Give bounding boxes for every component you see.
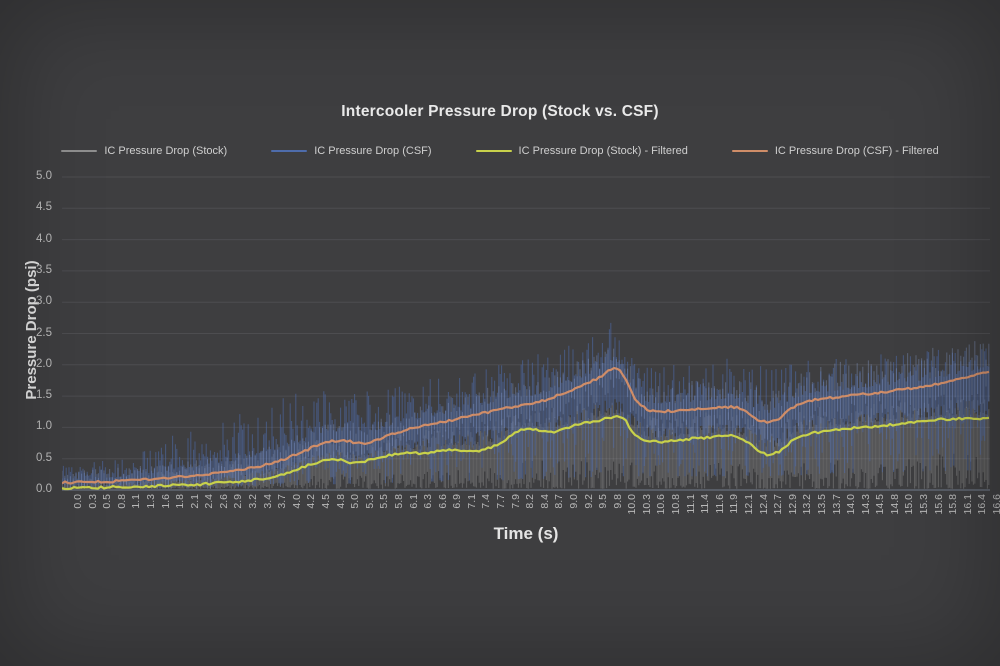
x-tick-label: 4.0 bbox=[290, 494, 303, 509]
x-tick-label: 5.8 bbox=[392, 494, 405, 509]
chart-legend: IC Pressure Drop (Stock) IC Pressure Dro… bbox=[0, 142, 1000, 160]
x-tick-label: 15.8 bbox=[947, 494, 960, 515]
y-tick-label: 0.5 bbox=[36, 451, 52, 464]
legend-line-stock-filtered-icon bbox=[475, 149, 512, 153]
x-tick-label: 16.6 bbox=[990, 494, 1000, 515]
x-tick-label: 2.1 bbox=[188, 494, 201, 509]
x-tick-label: 15.0 bbox=[903, 494, 916, 515]
x-tick-label: 13.2 bbox=[801, 494, 814, 515]
y-tick-label: 1.0 bbox=[36, 420, 52, 433]
x-tick-label: 7.1 bbox=[465, 494, 478, 509]
x-tick-label: 11.1 bbox=[684, 494, 697, 514]
x-tick-label: 3.4 bbox=[261, 494, 274, 509]
x-tick-label: 5.3 bbox=[363, 494, 376, 509]
legend-line-stock-icon bbox=[61, 149, 98, 153]
legend-line-csf-filtered-icon bbox=[731, 149, 768, 153]
series-csf-filtered-line bbox=[61, 367, 990, 485]
x-tick-label: 7.4 bbox=[480, 494, 493, 509]
x-tick-label: 16.1 bbox=[961, 494, 974, 515]
x-tick-label: 10.0 bbox=[626, 494, 639, 515]
y-tick-label: 4.5 bbox=[36, 201, 52, 214]
y-tick-label: 5.0 bbox=[36, 170, 52, 182]
x-tick-label: 13.7 bbox=[830, 494, 843, 515]
legend-item-csf-filtered: IC Pressure Drop (CSF) - Filtered bbox=[731, 145, 939, 157]
x-axis-title: Time (s) bbox=[493, 524, 559, 543]
x-tick-label: 0.0 bbox=[72, 494, 84, 509]
x-tick-label: 4.5 bbox=[319, 494, 332, 509]
x-tick-label: 14.5 bbox=[874, 494, 887, 515]
x-tick-label: 4.8 bbox=[334, 494, 347, 509]
x-tick-label: 7.9 bbox=[509, 494, 522, 509]
x-tick-label: 11.4 bbox=[699, 494, 712, 514]
legend-label-stock-filtered: IC Pressure Drop (Stock) - Filtered bbox=[518, 145, 688, 157]
legend-item-stock: IC Pressure Drop (Stock) bbox=[61, 145, 227, 157]
x-tick-label: 10.8 bbox=[670, 494, 683, 515]
x-tick-label: 11.9 bbox=[728, 494, 741, 514]
chart-title: Intercooler Pressure Drop (Stock vs. CSF… bbox=[341, 103, 659, 120]
plot-area bbox=[61, 170, 990, 491]
x-tick-label: 10.6 bbox=[655, 494, 668, 515]
x-tick-label: 12.4 bbox=[757, 494, 770, 515]
legend-line-csf-icon bbox=[271, 149, 308, 153]
x-tick-label: 12.9 bbox=[786, 494, 799, 515]
y-tick-label: 4.0 bbox=[36, 232, 52, 245]
x-tick-label: 16.4 bbox=[976, 494, 989, 515]
x-tick-label: 6.1 bbox=[407, 494, 420, 509]
plot-canvas bbox=[61, 176, 990, 491]
y-tick-label: 2.5 bbox=[36, 326, 52, 339]
x-tick-label: 14.8 bbox=[888, 494, 901, 515]
x-tick-label: 9.5 bbox=[597, 494, 610, 509]
x-tick-label: 13.5 bbox=[815, 494, 828, 515]
x-tick-label: 3.7 bbox=[276, 494, 289, 509]
x-tick-label: 7.7 bbox=[495, 494, 508, 509]
series-stock-filtered-line bbox=[61, 415, 990, 491]
x-tick-label: 5.5 bbox=[378, 494, 391, 509]
x-tick-label: 1.3 bbox=[144, 494, 157, 509]
legend-label-stock: IC Pressure Drop (Stock) bbox=[104, 145, 228, 157]
x-tick-label: 1.6 bbox=[159, 494, 172, 509]
x-tick-label: 12.7 bbox=[772, 494, 785, 515]
x-tick-label: 0.8 bbox=[115, 494, 128, 509]
x-tick-label: 3.2 bbox=[247, 494, 260, 509]
y-tick-label: 3.0 bbox=[36, 295, 52, 308]
y-tick-label: 2.0 bbox=[36, 357, 52, 370]
legend-item-csf: IC Pressure Drop (CSF) bbox=[271, 145, 432, 157]
y-tick-label: 1.5 bbox=[36, 389, 52, 402]
x-tick-label: 9.0 bbox=[567, 494, 580, 509]
y-tick-label: 3.5 bbox=[36, 263, 52, 276]
x-tick-label: 0.5 bbox=[101, 494, 114, 509]
x-tick-label: 11.6 bbox=[713, 494, 726, 514]
legend-label-csf: IC Pressure Drop (CSF) bbox=[314, 145, 432, 157]
x-tick-label: 8.7 bbox=[553, 494, 566, 509]
legend-item-stock-filtered: IC Pressure Drop (Stock) - Filtered bbox=[475, 145, 688, 157]
x-tick-label: 14.3 bbox=[859, 494, 872, 515]
x-tick-label: 2.4 bbox=[203, 494, 216, 509]
x-tick-label: 9.2 bbox=[582, 494, 595, 509]
x-tick-label: 15.3 bbox=[918, 494, 931, 515]
x-tick-label: 9.8 bbox=[611, 494, 624, 509]
y-tick-label: 0.0 bbox=[36, 483, 52, 495]
x-tick-label: 12.1 bbox=[743, 494, 755, 515]
x-tick-label: 2.9 bbox=[232, 494, 245, 509]
x-tick-label: 5.0 bbox=[349, 494, 362, 509]
legend-label-csf-filtered: IC Pressure Drop (CSF) - Filtered bbox=[774, 145, 939, 157]
x-tick-label: 8.2 bbox=[524, 494, 537, 509]
x-tick-label: 6.3 bbox=[422, 494, 435, 509]
x-tick-label: 6.9 bbox=[451, 494, 464, 509]
x-tick-label: 0.3 bbox=[86, 494, 99, 509]
x-tick-label: 2.6 bbox=[217, 494, 230, 509]
x-tick-label: 4.2 bbox=[305, 494, 318, 509]
x-tick-label: 8.4 bbox=[538, 494, 551, 509]
x-tick-label: 15.6 bbox=[932, 494, 945, 515]
x-tick-label: 6.6 bbox=[436, 494, 449, 509]
x-tick-label: 1.1 bbox=[130, 494, 143, 509]
x-tick-label: 1.8 bbox=[174, 494, 187, 509]
x-tick-label: 14.0 bbox=[845, 494, 858, 515]
x-tick-label: 10.3 bbox=[640, 494, 653, 515]
